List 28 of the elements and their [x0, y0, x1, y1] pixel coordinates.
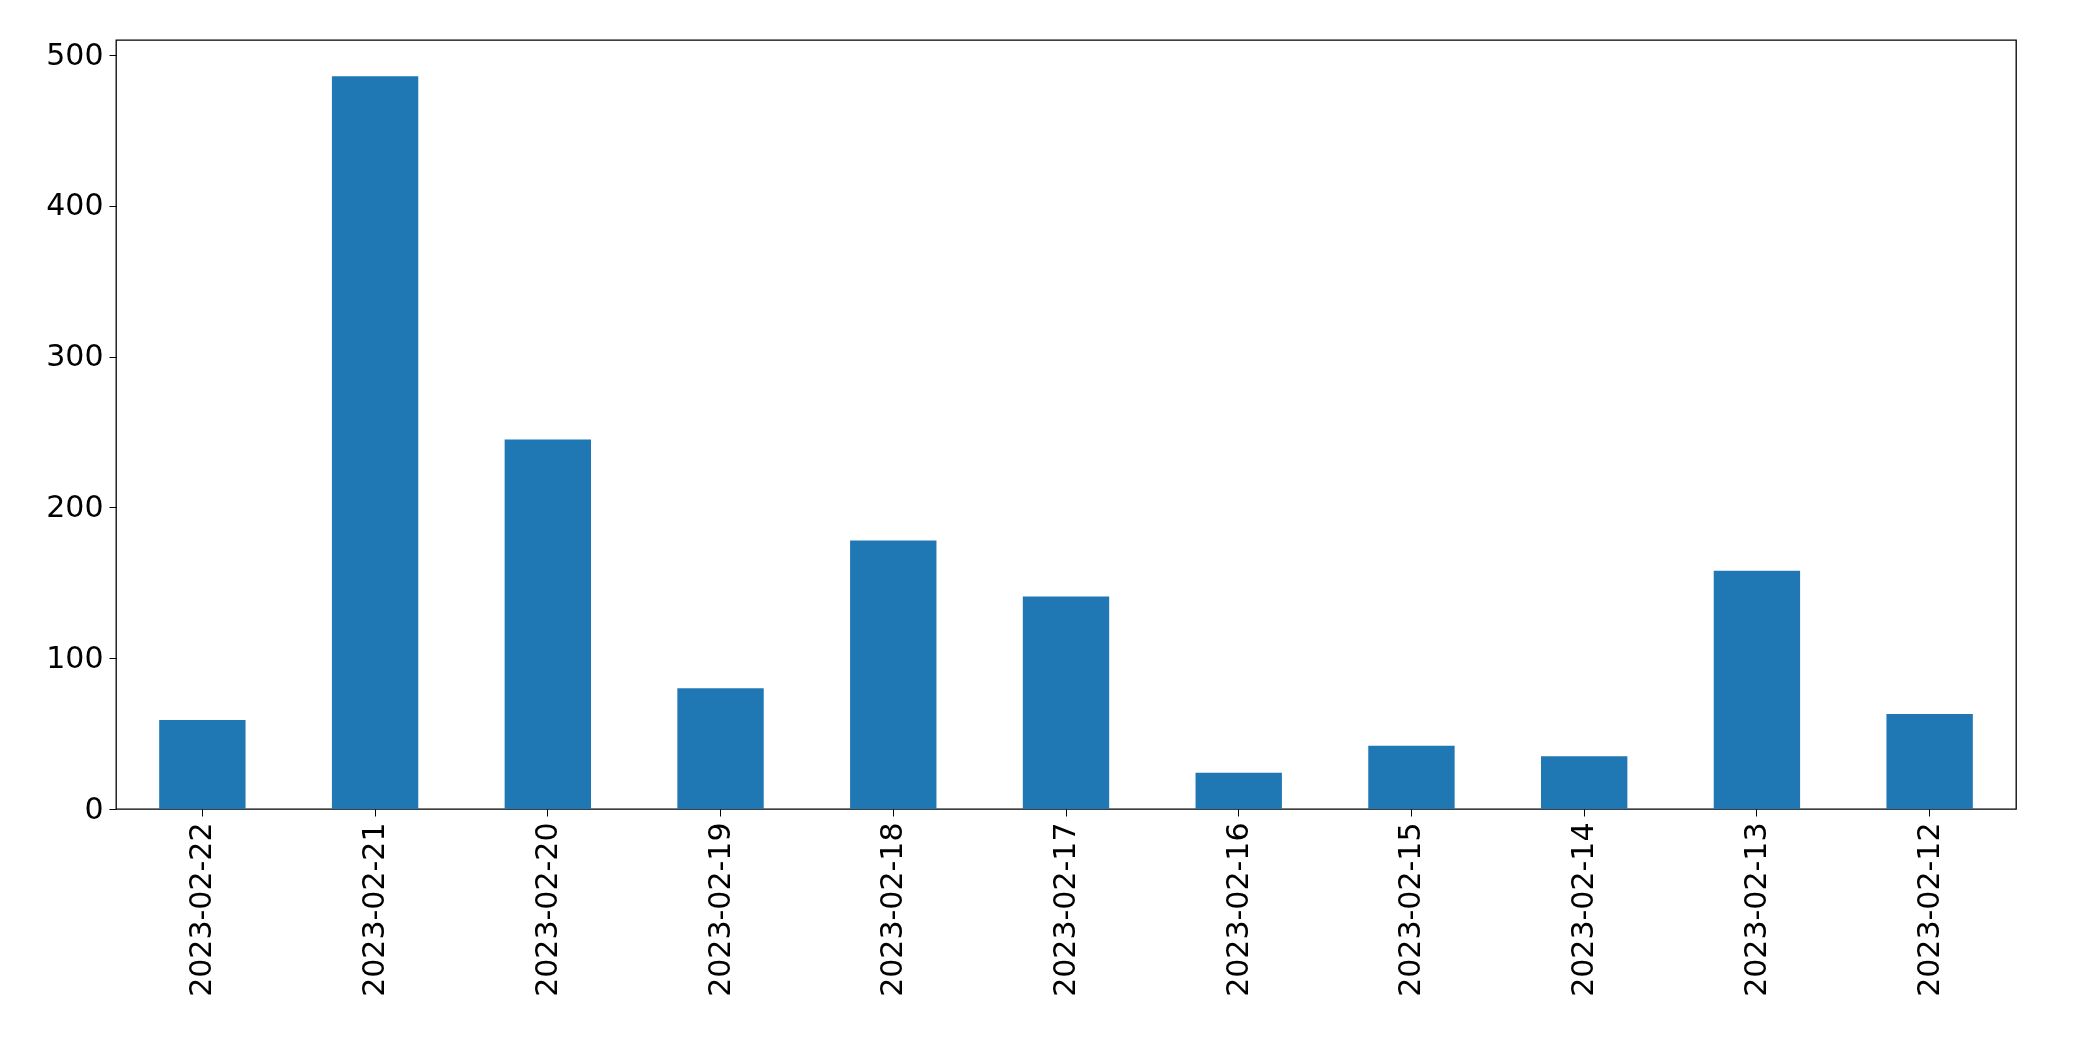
x-tick-label: 2023-02-17	[1047, 822, 1082, 997]
bar	[850, 540, 937, 809]
y-tick-label: 0	[84, 790, 104, 826]
x-tick-label: 2023-02-16	[1219, 822, 1255, 997]
x-tick-label: 2023-02-12	[1910, 822, 1946, 997]
y-tick-label: 100	[46, 639, 104, 675]
y-tick-label: 500	[46, 36, 104, 72]
bar	[677, 688, 764, 809]
x-tick-label: 2023-02-21	[356, 822, 392, 997]
x-tick-label: 2023-02-18	[874, 822, 910, 997]
x-tick-label: 2023-02-13	[1737, 822, 1773, 997]
x-tick-label: 2023-02-20	[528, 822, 564, 997]
x-tick-label: 2023-02-14	[1565, 822, 1601, 997]
bar	[504, 439, 591, 809]
bar	[1022, 596, 1110, 809]
x-tick-label: 2023-02-19	[701, 822, 737, 997]
bar	[159, 720, 246, 809]
bar	[331, 76, 419, 809]
x-tick-label: 2023-02-15	[1392, 822, 1428, 997]
bar	[1541, 756, 1628, 809]
y-tick-label: 400	[46, 187, 104, 223]
y-tick-label: 300	[46, 338, 104, 374]
y-tick-label: 200	[46, 488, 104, 524]
bar	[1886, 714, 1973, 809]
bar	[1713, 570, 1801, 809]
bar	[1368, 745, 1455, 809]
x-tick-label: 2023-02-22	[183, 822, 219, 997]
bar	[1195, 772, 1282, 809]
